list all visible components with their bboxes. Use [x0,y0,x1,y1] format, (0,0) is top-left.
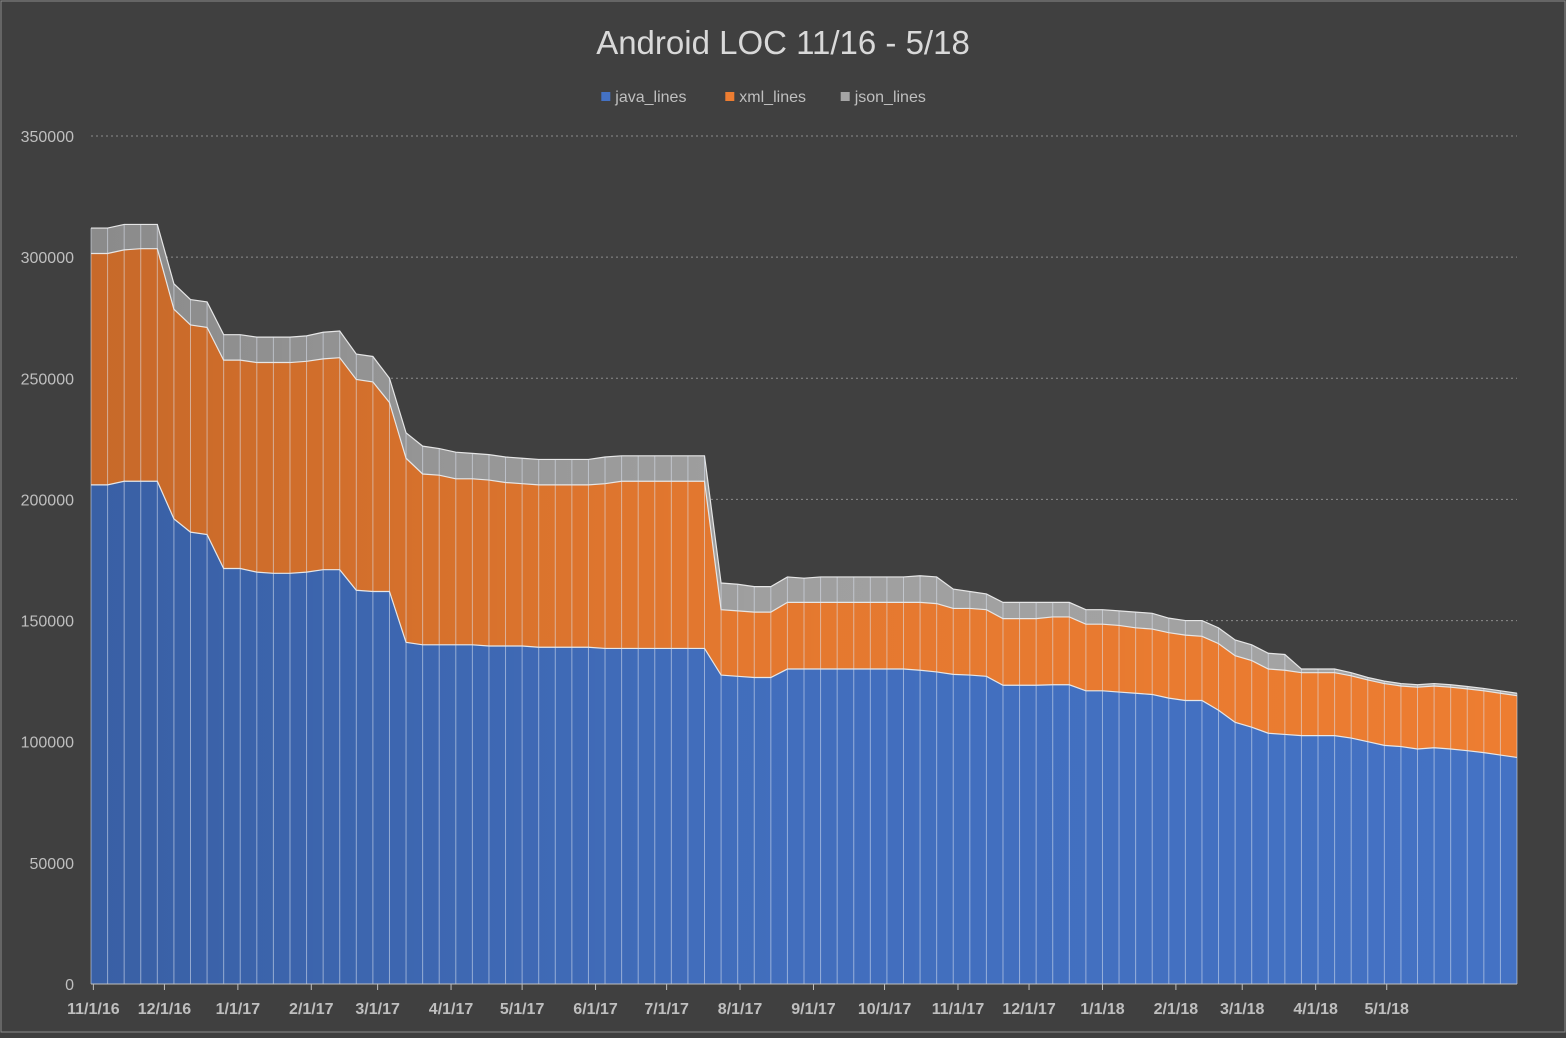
x-axis-tick-labels: 11/1/16 12/1/16 1/1/17 2/1/17 3/1/17 4/1/17 5/… [67,984,1409,1018]
x-tick-label: 4/1/17 [429,1001,474,1018]
x-tick-label: 2/1/18 [1154,1001,1199,1018]
y-tick-label: 150000 [21,614,74,631]
x-tick-label: 3/1/17 [355,1001,400,1018]
legend-label: json_lines [854,89,926,106]
x-tick-label: 7/1/17 [644,1001,689,1018]
chart-title: Android LOC 11/16 - 5/18 [596,24,970,61]
x-tick-label: 12/1/16 [138,1001,191,1018]
legend-label: xml_lines [739,89,806,106]
x-tick-label: 5/1/17 [500,1001,545,1018]
y-tick-label: 300000 [21,250,74,267]
legend-swatch [601,92,611,101]
legend-item-xml_lines: xml_lines [725,89,806,106]
x-tick-label: 1/1/18 [1080,1001,1125,1018]
x-tick-label: 11/1/17 [932,1001,985,1018]
y-tick-label: 250000 [21,371,74,388]
legend-swatch [725,92,735,101]
legend-item-json_lines: json_lines [840,89,926,106]
x-tick-label: 2/1/17 [289,1001,334,1018]
x-tick-label: 1/1/17 [216,1001,261,1018]
x-tick-label: 11/1/16 [67,1001,120,1018]
series-outline-json_lines [91,223,1518,694]
y-tick-label: 100000 [21,735,74,752]
x-tick-label: 10/1/17 [858,1001,911,1018]
chart-legend: java_lines xml_lines json_lines [601,89,926,106]
x-tick-label: 6/1/17 [573,1001,618,1018]
x-tick-label: 12/1/17 [1002,1001,1055,1018]
y-tick-label: 0 [65,977,74,994]
x-tick-label: 5/1/18 [1364,1001,1409,1018]
legend-swatch [840,92,850,101]
x-tick-label: 3/1/18 [1220,1001,1265,1018]
y-tick-label: 50000 [30,856,75,873]
x-tick-label: 4/1/18 [1293,1001,1338,1018]
x-tick-label: 8/1/17 [718,1001,763,1018]
y-tick-label: 350000 [21,129,74,146]
week-separators [90,224,1518,984]
x-tick-label: 9/1/17 [791,1001,836,1018]
y-tick-label: 200000 [21,492,74,509]
y-axis-tick-labels: 0 50000 100000 150000 200000 250000 300000 3500… [21,129,74,994]
legend-label: java_lines [614,89,686,106]
legend-item-java_lines: java_lines [601,89,686,106]
